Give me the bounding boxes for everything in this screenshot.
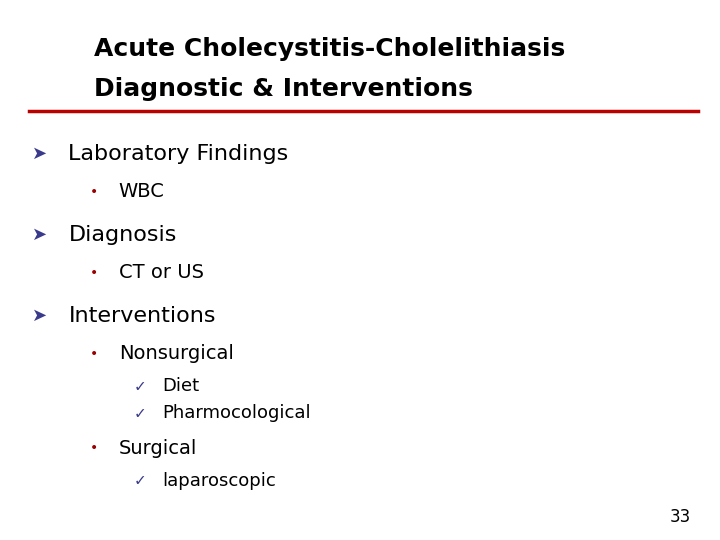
Text: •: •: [89, 266, 98, 280]
Text: CT or US: CT or US: [119, 263, 204, 282]
Text: WBC: WBC: [119, 182, 165, 201]
Text: laparoscopic: laparoscopic: [162, 471, 276, 490]
Text: Acute Cholecystitis-Cholelithiasis: Acute Cholecystitis-Cholelithiasis: [94, 37, 565, 60]
Text: 33: 33: [670, 509, 691, 526]
Text: Diagnosis: Diagnosis: [68, 225, 177, 245]
Text: ✓: ✓: [134, 406, 147, 421]
Text: •: •: [89, 347, 98, 361]
Text: ✓: ✓: [134, 473, 147, 488]
Text: ➤: ➤: [32, 145, 48, 163]
Text: Nonsurgical: Nonsurgical: [119, 344, 234, 363]
Text: Interventions: Interventions: [68, 306, 216, 326]
Text: Pharmocological: Pharmocological: [162, 404, 310, 422]
Text: Surgical: Surgical: [119, 438, 197, 458]
Text: •: •: [89, 441, 98, 455]
Text: ✓: ✓: [134, 379, 147, 394]
Text: ➤: ➤: [32, 307, 48, 325]
Text: •: •: [89, 185, 98, 199]
Text: ➤: ➤: [32, 226, 48, 244]
Text: Laboratory Findings: Laboratory Findings: [68, 144, 289, 164]
Text: Diet: Diet: [162, 377, 199, 395]
Text: Diagnostic & Interventions: Diagnostic & Interventions: [94, 77, 472, 101]
